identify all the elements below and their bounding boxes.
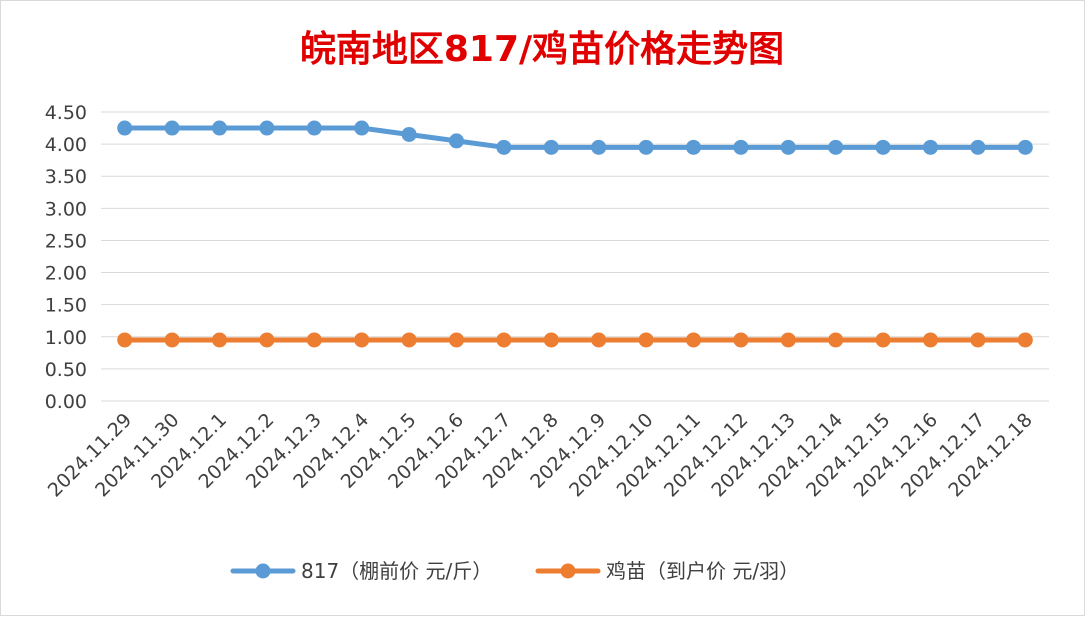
data-point	[970, 332, 986, 348]
y-tick-label: 4.50	[45, 102, 87, 124]
legend-label: 817（棚前价 元/斤）	[301, 559, 492, 583]
data-point	[591, 139, 607, 155]
y-axis-ticks: 0.00 0.50 1.00 1.50 2.00 2.50 3.00 3.50 4.00 4.50	[45, 102, 87, 413]
data-point	[733, 332, 749, 348]
data-point	[117, 120, 133, 136]
data-point	[259, 332, 275, 348]
data-point	[780, 332, 796, 348]
data-point	[306, 120, 322, 136]
data-point	[828, 139, 844, 155]
data-point	[449, 332, 464, 348]
legend: 817（棚前价 元/斤） 鸡苗（到户价 元/羽）	[230, 559, 799, 583]
data-point	[638, 139, 654, 155]
data-point	[828, 332, 844, 348]
y-tick-label: 2.50	[45, 230, 87, 252]
data-point	[970, 139, 986, 155]
data-point	[923, 139, 938, 155]
series-2	[117, 332, 1033, 348]
data-point	[543, 332, 559, 348]
series-layer	[117, 120, 1033, 348]
legend-swatch-marker	[560, 563, 576, 579]
legend-swatch-marker	[255, 563, 271, 579]
data-point	[686, 332, 701, 348]
data-point	[401, 126, 417, 142]
data-point	[496, 332, 512, 348]
data-point	[496, 139, 512, 155]
data-point	[306, 332, 322, 348]
y-tick-label: 0.50	[45, 359, 87, 381]
y-tick-label: 3.00	[45, 198, 87, 220]
grid-lines	[101, 111, 1049, 402]
data-point	[117, 332, 133, 348]
data-point	[733, 139, 749, 155]
y-tick-label: 3.50	[45, 166, 87, 188]
data-point	[1017, 139, 1033, 155]
data-point	[1017, 332, 1033, 348]
data-point	[591, 332, 607, 348]
data-point	[875, 332, 891, 348]
y-tick-label: 0.00	[45, 391, 87, 413]
series-1	[117, 120, 1033, 155]
series-line	[122, 125, 1028, 150]
legend-item-1: 817（棚前价 元/斤）	[230, 559, 492, 583]
x-axis-ticks: 2024.11.292024.11.302024.12.12024.12.220…	[44, 409, 1037, 501]
data-point	[164, 332, 180, 348]
y-tick-label: 2.00	[45, 263, 87, 285]
y-tick-label: 1.50	[45, 295, 87, 317]
chart-title: 皖南地区817/鸡苗价格走势图	[300, 29, 784, 70]
data-point	[543, 139, 559, 155]
data-point	[259, 120, 275, 136]
data-point	[875, 139, 891, 155]
data-point	[923, 332, 938, 348]
data-point	[780, 139, 796, 155]
y-tick-label: 1.00	[45, 327, 87, 349]
legend-item-2: 鸡苗（到户价 元/羽）	[535, 559, 799, 583]
data-point	[354, 332, 370, 348]
legend-label: 鸡苗（到户价 元/羽）	[606, 559, 799, 583]
data-point	[638, 332, 654, 348]
data-point	[449, 133, 464, 149]
data-point	[212, 332, 227, 348]
data-point	[354, 120, 370, 136]
data-point	[686, 139, 701, 155]
data-point	[401, 332, 417, 348]
y-tick-label: 4.00	[45, 134, 87, 156]
data-point	[212, 120, 227, 136]
data-point	[164, 120, 180, 136]
